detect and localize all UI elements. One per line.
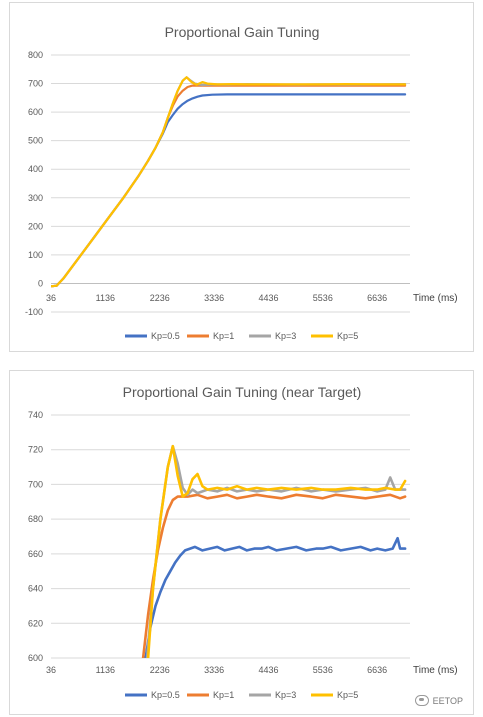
series-line-kp-3 (145, 444, 407, 658)
y-tick-label: 100 (28, 250, 43, 260)
x-tick-label: 2236 (150, 293, 170, 303)
y-tick-label: 700 (28, 479, 43, 489)
y-tick-label: 800 (28, 50, 43, 60)
chart-title: Proportional Gain Tuning (near Target) (123, 384, 362, 400)
x-axis-title: Time (ms) (413, 293, 458, 304)
x-tick-label: 6636 (367, 665, 387, 675)
wechat-icon (414, 695, 429, 706)
legend-label: Kp=5 (337, 331, 358, 341)
series-line-kp-5 (146, 444, 407, 658)
legend-label: Kp=0.5 (151, 331, 180, 341)
y-tick-label: 300 (28, 193, 43, 203)
y-tick-label: 600 (28, 107, 43, 117)
chart-panel-overview: Proportional Gain Tuning -100 0 100 200 300 40… (9, 2, 474, 352)
x-tick-label: 6636 (367, 293, 387, 303)
x-tick-label: 3336 (204, 293, 224, 303)
y-tick-label: 400 (28, 164, 43, 174)
legend-label: Kp=1 (213, 331, 234, 341)
chart-near-target: Proportional Gain Tuning (near Target) 60… (28, 384, 458, 700)
plot-area (141, 444, 407, 658)
legend-label: Kp=3 (275, 331, 296, 341)
y-tick-label: 660 (28, 549, 43, 559)
x-tick-label: 36 (46, 293, 56, 303)
legend-label: Kp=0.5 (151, 690, 180, 700)
chart-overview: Proportional Gain Tuning -100 0 100 200 300 40… (25, 24, 458, 341)
y-tick-label: 640 (28, 584, 43, 594)
plot-area (51, 76, 407, 288)
series-line-kp-1 (141, 493, 407, 658)
x-tick-label: 4436 (258, 293, 278, 303)
y-tick-label: 500 (28, 136, 43, 146)
y-tick-label: 0 (38, 278, 43, 288)
y-tick-label: -100 (25, 307, 43, 317)
x-tick-label: 5536 (313, 293, 333, 303)
x-tick-label: 1136 (96, 665, 115, 675)
x-tick-label: 1136 (96, 293, 115, 303)
x-tick-label: 2236 (150, 665, 170, 675)
x-axis-title: Time (ms) (413, 665, 458, 676)
x-tick-label: 3336 (204, 665, 224, 675)
watermark-text: EETOP (432, 695, 463, 706)
series-line-kp-5 (51, 76, 407, 288)
legend-label: Kp=5 (337, 690, 358, 700)
y-tick-label: 740 (28, 410, 43, 420)
y-tick-label: 700 (28, 79, 43, 89)
x-tick-label: 5536 (313, 665, 333, 675)
watermark: EETOP (414, 695, 463, 706)
x-tick-label: 36 (46, 665, 56, 675)
legend-label: Kp=3 (275, 690, 296, 700)
y-tick-label: 720 (28, 445, 43, 455)
y-tick-label: 620 (28, 618, 43, 628)
y-tick-label: 200 (28, 221, 43, 231)
series-line-kp-0-5 (51, 93, 407, 288)
series-line-kp-1 (51, 84, 407, 288)
legend-label: Kp=1 (213, 690, 234, 700)
chart-title: Proportional Gain Tuning (165, 24, 320, 40)
y-tick-label: 680 (28, 514, 43, 524)
series-line-kp-0-5 (144, 536, 407, 658)
x-tick-label: 4436 (258, 665, 278, 675)
chart-panel-near-target: Proportional Gain Tuning (near Target) 60… (9, 370, 474, 715)
y-tick-label: 600 (28, 653, 43, 663)
